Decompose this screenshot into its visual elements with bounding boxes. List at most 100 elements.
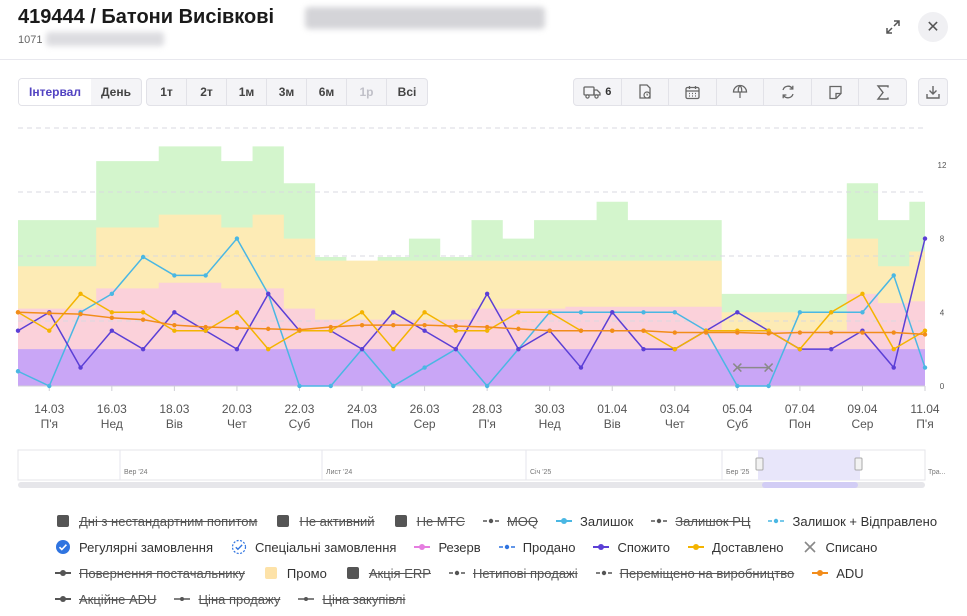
point-delivered[interactable]	[391, 346, 396, 352]
point-delivered[interactable]	[328, 328, 333, 333]
point-stock[interactable]	[672, 310, 677, 315]
range-all[interactable]: Всі	[397, 85, 417, 99]
point-stock[interactable]	[297, 383, 302, 389]
navigator-selection[interactable]	[758, 450, 860, 480]
point-stock[interactable]	[735, 383, 740, 389]
deliveries-button[interactable]: 6	[574, 79, 622, 105]
point-adu[interactable]	[328, 324, 333, 330]
point-consumed[interactable]	[140, 346, 146, 352]
point-stock[interactable]	[391, 383, 396, 389]
point-delivered[interactable]	[891, 346, 896, 352]
point-stock[interactable]	[797, 310, 803, 315]
point-consumed[interactable]	[266, 291, 271, 297]
schedule-button[interactable]	[622, 79, 670, 105]
point-adu[interactable]	[78, 311, 83, 317]
expand-button[interactable]	[878, 12, 908, 42]
point-stock[interactable]	[140, 254, 146, 260]
point-adu[interactable]	[15, 310, 21, 315]
download-button[interactable]	[918, 78, 948, 106]
point-stock[interactable]	[328, 383, 333, 389]
point-delivered[interactable]	[266, 346, 271, 352]
range-1y[interactable]: 1р	[347, 79, 387, 105]
point-delivered[interactable]	[516, 310, 521, 315]
mode-interval-tab[interactable]: Інтервал	[19, 79, 91, 105]
totals-button[interactable]	[859, 79, 906, 105]
point-adu[interactable]	[484, 324, 490, 330]
point-adu[interactable]	[766, 331, 771, 336]
legend-item-promo[interactable]: Промо	[263, 566, 327, 581]
point-adu[interactable]	[641, 328, 646, 333]
legend-item-erp-promo[interactable]: Акція ERP	[345, 566, 431, 581]
point-consumed[interactable]	[234, 346, 240, 352]
point-delivered[interactable]	[922, 328, 928, 333]
point-adu[interactable]	[891, 330, 896, 335]
point-adu[interactable]	[297, 327, 302, 332]
point-consumed[interactable]	[359, 346, 365, 352]
point-adu[interactable]	[453, 323, 459, 329]
refresh-button[interactable]	[764, 79, 812, 105]
point-adu[interactable]	[922, 332, 928, 337]
point-delivered[interactable]	[172, 328, 177, 333]
legend-item-atypical-sales[interactable]: Нетипові продажі	[448, 566, 578, 581]
point-adu[interactable]	[578, 328, 584, 333]
holidays-button[interactable]	[717, 79, 765, 105]
close-button[interactable]: ✕	[918, 12, 948, 42]
point-delivered[interactable]	[140, 310, 146, 315]
point-consumed[interactable]	[516, 346, 521, 352]
navigator-scrollbar[interactable]	[18, 482, 925, 488]
navigator-left-handle[interactable]	[755, 457, 764, 471]
point-consumed[interactable]	[484, 291, 490, 297]
point-consumed[interactable]	[735, 310, 740, 315]
point-consumed[interactable]	[78, 365, 83, 370]
point-consumed[interactable]	[610, 310, 615, 315]
point-stock[interactable]	[891, 273, 896, 278]
written-off-marker[interactable]	[732, 363, 742, 373]
point-adu[interactable]	[516, 326, 521, 332]
point-consumed[interactable]	[391, 310, 396, 315]
legend-item-promo-adu[interactable]: Акційне ADU	[55, 592, 156, 607]
point-delivered[interactable]	[453, 328, 459, 333]
legend-item-reserve[interactable]: Резерв	[414, 540, 481, 555]
point-delivered[interactable]	[78, 291, 83, 297]
point-stock[interactable]	[860, 310, 865, 315]
point-adu[interactable]	[109, 315, 115, 321]
point-adu[interactable]	[610, 328, 615, 333]
point-adu[interactable]	[391, 322, 396, 328]
range-2w[interactable]: 2т	[187, 79, 227, 105]
point-adu[interactable]	[828, 330, 834, 335]
mode-day-tab[interactable]: День	[100, 85, 131, 99]
point-delivered[interactable]	[797, 346, 803, 352]
point-delivered[interactable]	[547, 310, 552, 315]
point-adu[interactable]	[203, 324, 208, 330]
legend-item-sold[interactable]: Продано	[498, 540, 575, 555]
point-adu[interactable]	[672, 330, 677, 335]
point-adu[interactable]	[703, 330, 709, 335]
point-delivered[interactable]	[422, 310, 427, 315]
legend-item-supplier-return[interactable]: Повернення постачальнику	[55, 566, 245, 581]
legend-item-moq[interactable]: MOQ	[482, 514, 538, 529]
point-delivered[interactable]	[234, 310, 240, 315]
range-1w[interactable]: 1т	[147, 79, 187, 105]
legend-item-purchase-price[interactable]: Ціна закупівлі	[298, 592, 405, 607]
point-consumed[interactable]	[422, 328, 427, 333]
point-delivered[interactable]	[203, 328, 208, 333]
legend-item-regular-orders[interactable]: Регулярні замовлення	[55, 540, 213, 555]
point-stock[interactable]	[203, 273, 208, 278]
point-delivered[interactable]	[828, 310, 834, 315]
legend-item-inactive[interactable]: Не активний	[275, 514, 375, 529]
legend-item-dc-stock[interactable]: Залишок РЦ	[651, 514, 750, 529]
legend-item-consumed[interactable]: Спожито	[593, 540, 670, 555]
written-off-marker[interactable]	[764, 363, 774, 373]
point-consumed[interactable]	[578, 365, 584, 370]
point-stock[interactable]	[172, 273, 177, 278]
point-consumed[interactable]	[922, 236, 928, 241]
legend-item-not-mtc[interactable]: Не МТС	[393, 514, 465, 529]
point-adu[interactable]	[422, 322, 427, 328]
notes-button[interactable]	[812, 79, 860, 105]
point-consumed[interactable]	[828, 346, 834, 352]
point-delivered[interactable]	[484, 328, 490, 333]
legend-item-nonstandard-demand[interactable]: Дні з нестандартним попитом	[55, 514, 257, 529]
legend-item-adu[interactable]: ADU	[812, 566, 864, 581]
point-consumed[interactable]	[109, 328, 115, 333]
legend-item-stock-plus-shipped[interactable]: Залишок + Відправлено	[768, 514, 937, 529]
